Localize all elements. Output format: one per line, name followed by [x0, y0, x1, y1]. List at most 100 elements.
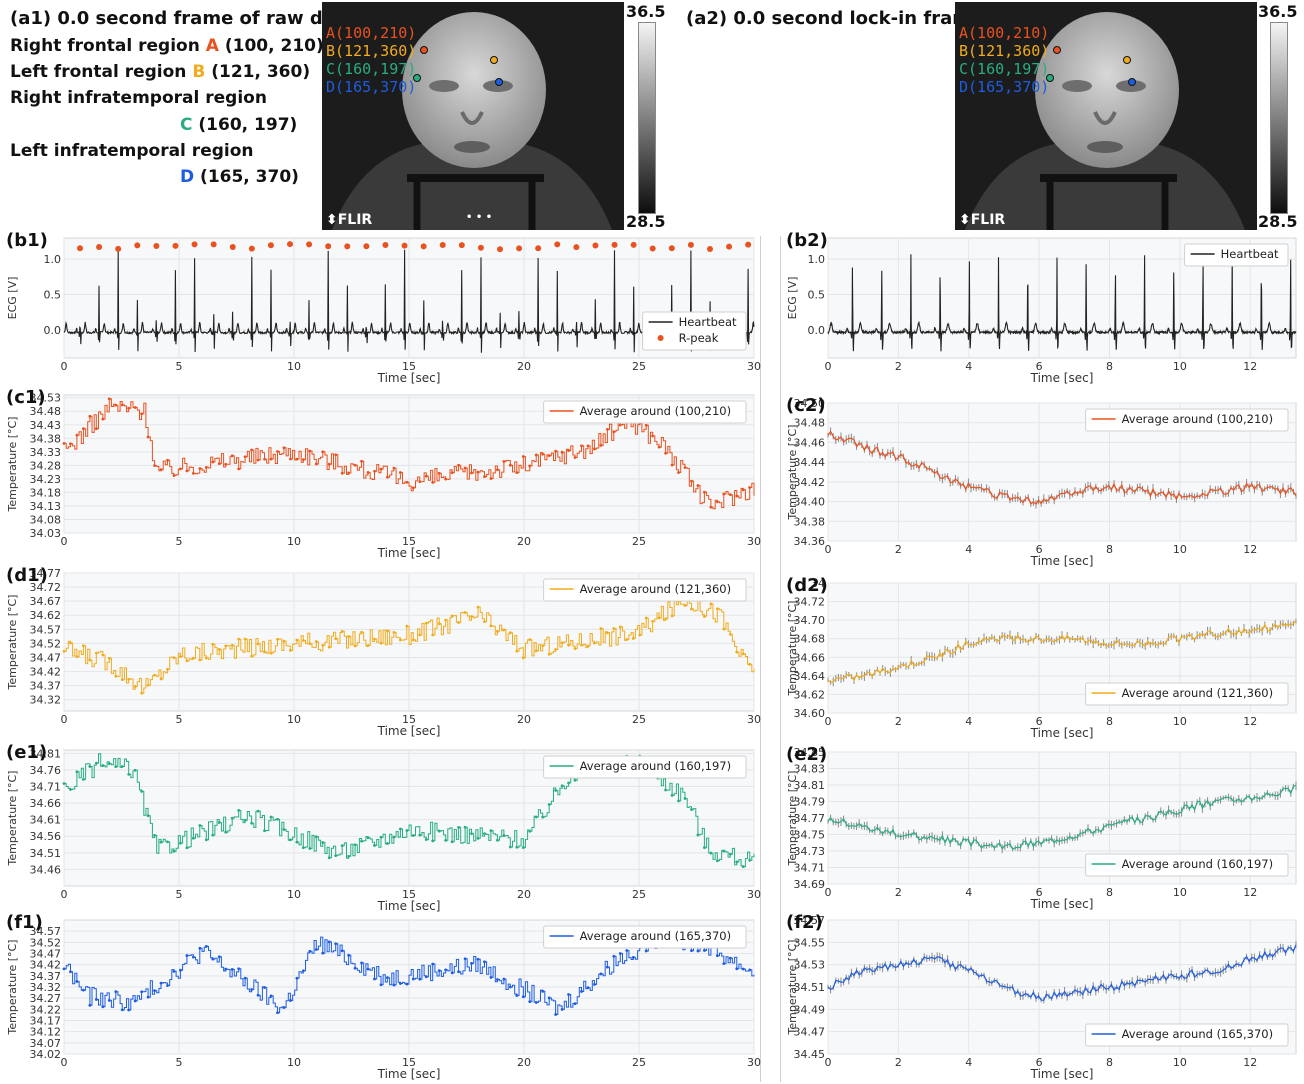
y-tick-label: 34.62	[30, 609, 62, 622]
y-axis-label: Temperature [°C]	[6, 417, 19, 513]
r-peak-marker	[229, 243, 236, 250]
point-d-label: D(165,370)	[326, 78, 417, 96]
r-peak-marker	[706, 246, 713, 253]
legend-label: Average around (121,360)	[1122, 686, 1274, 700]
flir-logo: ⬍FLIR	[326, 212, 372, 228]
y-tick-label: 34.13	[30, 500, 62, 513]
r-peak-marker	[458, 242, 465, 249]
x-axis-label: Time [sec]	[377, 724, 441, 738]
region-d-info: D (165, 370)	[180, 167, 299, 187]
x-tick-label: 0	[825, 886, 832, 899]
panel-label: (d2)	[786, 575, 828, 596]
chart-b2: 0 2 4 6 8 10 12 0.0 0.5 1.0 Time [sec] ECG [V] (b2) H…	[786, 230, 1297, 385]
x-tick-label: 10	[1173, 886, 1187, 899]
panel-label: (c1)	[6, 387, 46, 408]
x-tick-label: 25	[632, 535, 646, 548]
thermal-face-lockin	[955, 2, 1257, 230]
x-tick-label: 2	[895, 715, 902, 728]
r-peak-marker	[248, 245, 255, 252]
y-tick-label: 34.53	[30, 392, 62, 405]
y-tick-label: 34.70	[794, 614, 826, 627]
r-peak-marker	[420, 243, 427, 250]
y-tick-label: 34.52	[30, 637, 62, 650]
y-tick-label: 34.66	[794, 651, 826, 664]
x-tick-label: 0	[825, 715, 832, 728]
x-tick-label: 20	[517, 535, 531, 548]
r-peak-marker	[306, 241, 313, 248]
y-tick-label: 34.28	[30, 459, 62, 472]
y-tick-label: 1.0	[44, 253, 62, 266]
x-tick-label: 8	[1106, 715, 1113, 728]
y-axis-label: Temperature [°C]	[6, 595, 19, 691]
y-tick-label: 34.33	[30, 446, 62, 459]
r-peak-marker	[172, 242, 179, 249]
chart-c1: 0 5 10 15 20 25 3034.0334.0834.1334.1834.2334.…	[6, 387, 761, 560]
legend-label: Heartbeat	[1221, 247, 1279, 261]
region-d-letter: D	[180, 167, 195, 187]
x-tick-label: 2	[895, 543, 902, 556]
y-tick-label: 34.36	[794, 535, 826, 548]
y-tick-label: 34.69	[794, 878, 826, 891]
y-tick-label: 1.0	[808, 253, 826, 266]
region-c-coord: (160, 197)	[198, 115, 298, 135]
y-tick-label: 34.77	[30, 567, 62, 580]
x-tick-label: 12	[1243, 360, 1257, 373]
y-tick-label: 34.57	[30, 623, 62, 636]
legend-box	[1085, 408, 1289, 432]
y-tick-label: 34.12	[30, 1026, 62, 1039]
legend-label: Average around (100,210)	[1122, 412, 1274, 426]
region-a-info: Right frontal region A (100, 210)	[10, 36, 324, 56]
r-peak-marker	[344, 243, 351, 250]
x-tick-label: 10	[1173, 1056, 1187, 1069]
y-tick-label: 34.45	[794, 1048, 826, 1061]
legend-label: Heartbeat	[679, 315, 737, 329]
thermal-image-raw: A(100,210) B(121,360) C(160,197) D(165,3…	[322, 2, 624, 230]
panel-label: (c2)	[786, 395, 826, 416]
x-tick-label: 10	[1173, 543, 1187, 556]
x-tick-label: 10	[287, 360, 301, 373]
x-tick-label: 0	[61, 360, 68, 373]
legend-box	[543, 578, 747, 602]
x-tick-label: 4	[965, 886, 972, 899]
r-peak-marker	[439, 241, 446, 248]
colorbar-raw-min: 28.5	[626, 212, 666, 231]
x-tick-label: 15	[402, 1056, 416, 1069]
r-peak-marker	[267, 242, 274, 249]
y-tick-label: 34.07	[30, 1037, 62, 1050]
x-tick-label: 12	[1243, 543, 1257, 556]
y-tick-label: 34.03	[30, 527, 62, 540]
ecg-trace	[827, 254, 1297, 352]
x-tick-label: 0	[825, 1056, 832, 1069]
legend-box	[543, 925, 747, 949]
y-tick-label: 34.53	[794, 959, 826, 972]
region-d-coord: (165, 370)	[200, 167, 299, 187]
y-tick-label: 34.55	[794, 936, 826, 949]
region-c-name: Right infratemporal region	[10, 88, 267, 108]
colorbar-lockin-max: 36.5	[1258, 2, 1298, 21]
chart-d2: 0 2 4 6 8 10 12 34.60 34.62 34.64 34.66 34.68 34.70 3…	[786, 575, 1297, 740]
y-tick-label: 34.61	[30, 814, 62, 827]
y-tick-label: 34.66	[30, 797, 62, 810]
x-tick-label: 10	[287, 1056, 301, 1069]
legend-label: Average around (121,360)	[580, 582, 732, 596]
r-peak-marker	[287, 241, 294, 248]
colorbar-raw	[638, 22, 656, 214]
x-tick-label: 10	[287, 535, 301, 548]
x-tick-label: 5	[176, 360, 183, 373]
divider-vertical-left	[760, 236, 761, 1082]
x-axis-label: Time [sec]	[377, 546, 441, 560]
y-tick-label: 34.50	[794, 397, 826, 410]
y-axis-label: Temperature [°C]	[786, 425, 799, 521]
legend-box	[1085, 853, 1289, 877]
point-a-label-lockin: A(100,210)	[959, 24, 1050, 42]
r-peak-marker	[134, 242, 141, 249]
panel-label: (e2)	[786, 744, 827, 765]
x-axis-label: Time [sec]	[1030, 371, 1094, 385]
y-tick-label: 34.75	[794, 829, 826, 842]
y-tick-label: 34.38	[30, 432, 62, 445]
legend-label: Average around (165,370)	[580, 929, 732, 943]
panel-a1-title: (a1) 0.0 second frame of raw data	[10, 8, 356, 29]
r-peak-marker	[554, 241, 561, 248]
r-peak-marker	[77, 245, 84, 252]
legend-label: Average around (100,210)	[580, 404, 732, 418]
